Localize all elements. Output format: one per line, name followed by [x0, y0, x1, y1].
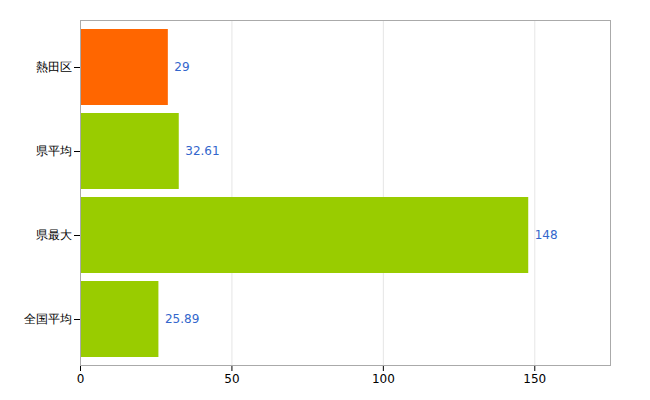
svg-text:32.61: 32.61: [185, 144, 219, 158]
svg-text:100: 100: [372, 372, 395, 386]
svg-text:0: 0: [77, 372, 85, 386]
svg-text:29: 29: [174, 60, 189, 74]
svg-text:148: 148: [535, 228, 558, 242]
svg-text:県最大: 県最大: [36, 228, 72, 242]
svg-text:150: 150: [523, 372, 546, 386]
svg-text:熱田区: 熱田区: [36, 60, 72, 74]
svg-text:県平均: 県平均: [36, 144, 72, 158]
svg-text:50: 50: [224, 372, 239, 386]
svg-text:25.89: 25.89: [165, 312, 199, 326]
svg-text:全国平均: 全国平均: [24, 312, 72, 326]
